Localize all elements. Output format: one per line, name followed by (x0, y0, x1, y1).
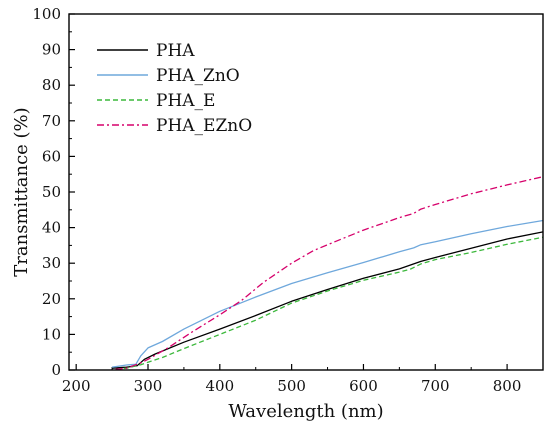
plot-frame (68, 13, 544, 371)
y-tick-label: 40 (42, 219, 61, 237)
y-tick-label: 20 (42, 290, 61, 308)
y-tick-label: 0 (51, 361, 61, 379)
y-tick-label: 60 (42, 147, 61, 165)
y-tick-label: 30 (42, 254, 61, 272)
legend-label: PHA_E (156, 91, 215, 111)
y-axis-title: Transmittance (%) (11, 107, 32, 276)
x-tick-label: 700 (421, 377, 450, 395)
x-tick-label: 600 (349, 377, 378, 395)
x-tick-label: 400 (205, 377, 234, 395)
x-axis-ticks: 200 300 400 500 600 700 800 (62, 364, 522, 395)
x-tick-label: 300 (134, 377, 163, 395)
x-tick-label: 200 (62, 377, 91, 395)
y-axis-ticks: 0 10 20 30 40 50 60 70 80 90 100 (32, 5, 75, 379)
series-line-pha (112, 231, 544, 369)
legend-label: PHA (156, 41, 195, 61)
series-line-pha-e (115, 236, 544, 370)
series-line-pha-zno (112, 219, 544, 368)
series-layer (112, 176, 544, 370)
legend: PHA PHA_ZnO PHA_E PHA_EZnO (97, 41, 252, 136)
y-tick-label: 80 (42, 76, 61, 94)
y-tick-label: 10 (42, 325, 61, 343)
y-tick-label: 90 (42, 41, 61, 59)
y-tick-label: 50 (42, 183, 61, 201)
y-tick-label: 100 (32, 5, 61, 23)
x-tick-label: 800 (493, 377, 522, 395)
y-tick-label: 70 (42, 112, 61, 130)
x-axis-title: Wavelength (nm) (228, 401, 383, 422)
series-line-pha-ezno (115, 176, 544, 370)
x-tick-label: 500 (277, 377, 306, 395)
legend-label: PHA_EZnO (156, 116, 252, 136)
legend-label: PHA_ZnO (156, 66, 240, 86)
